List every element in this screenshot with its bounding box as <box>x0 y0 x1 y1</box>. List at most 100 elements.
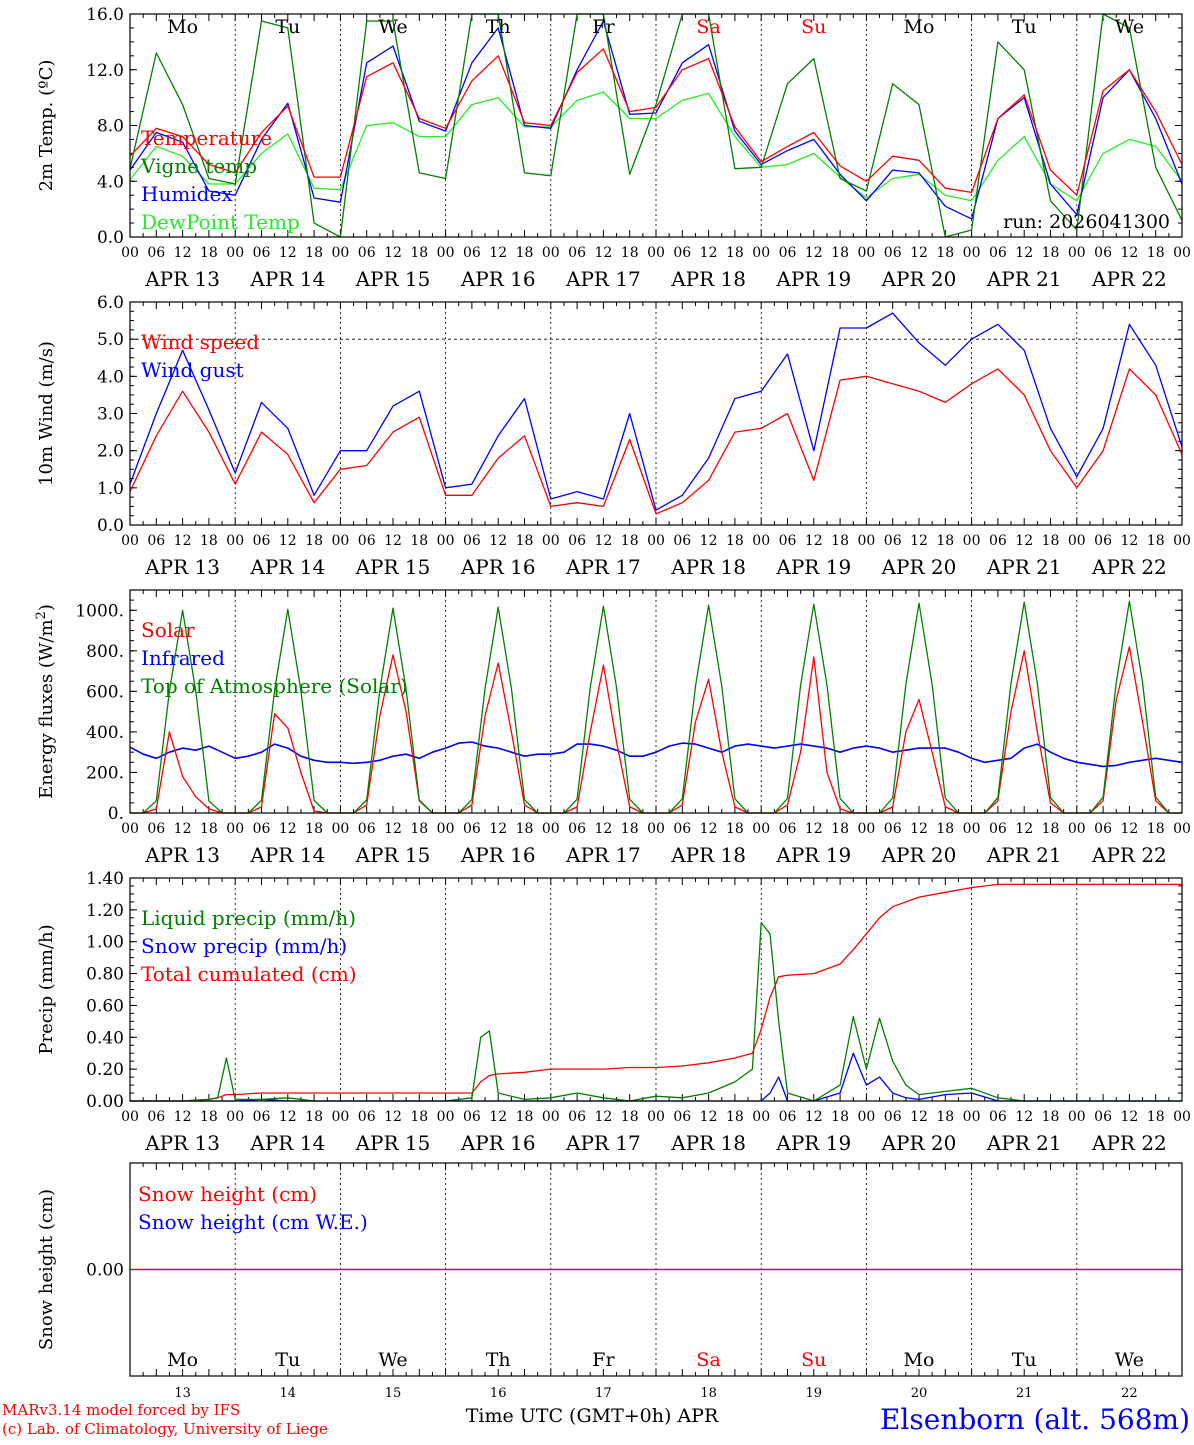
hour-tick-label: 06 <box>989 821 1007 837</box>
chart-panel-wind: 0.0 1.0 2.0 3.0 4.0 5.0 6.0 Wind speed Wind gust… <box>36 293 1191 579</box>
y-tick-label: 0.40 <box>86 1028 124 1048</box>
date-label: APR 15 <box>355 843 431 867</box>
day-number-label: 20 <box>911 1386 928 1401</box>
hour-tick-label: 12 <box>594 245 612 261</box>
hour-tick-label: 12 <box>594 533 612 549</box>
date-label: APR 13 <box>144 843 220 867</box>
hour-tick-label: 12 <box>384 821 402 837</box>
hour-tick-label: 18 <box>726 533 744 549</box>
date-label: APR 22 <box>1091 555 1167 579</box>
hour-tick-label: 06 <box>779 245 797 261</box>
y-axis-label: Energy fluxes (W/m2) <box>34 604 57 799</box>
legend-entry: Vigne temp <box>140 154 257 178</box>
date-label: APR 19 <box>775 555 851 579</box>
hour-tick-label: 12 <box>910 533 928 549</box>
hour-tick-label: 18 <box>516 533 534 549</box>
hour-tick-label: 06 <box>358 533 376 549</box>
run-label: run: 2026041300 <box>1003 211 1170 233</box>
hour-tick-label: 06 <box>884 245 902 261</box>
hour-tick-label: 00 <box>1173 245 1191 261</box>
series-line-total-cumulated-cm- <box>130 883 1182 1102</box>
hour-tick-label: 18 <box>936 245 954 261</box>
y-tick-label: 0. <box>108 804 124 824</box>
hour-tick-label: 18 <box>200 1109 218 1125</box>
plot-frame <box>129 1162 1183 1377</box>
y-tick-label: 400. <box>86 723 124 743</box>
y-tick-label: 1.0 <box>97 479 124 499</box>
y-tick-label: 5.0 <box>97 330 124 350</box>
date-label: APR 16 <box>460 267 536 291</box>
weekday-label: Fr <box>592 16 615 38</box>
date-label: APR 22 <box>1091 1131 1167 1155</box>
hour-tick-label: 12 <box>279 245 297 261</box>
date-label: APR 20 <box>881 1131 957 1155</box>
hour-tick-label: 06 <box>358 821 376 837</box>
hour-tick-label: 12 <box>1015 821 1033 837</box>
date-label: APR 14 <box>249 555 325 579</box>
date-label: APR 15 <box>355 267 431 291</box>
weekday-label: Su <box>801 1349 826 1371</box>
hour-tick-label: 00 <box>1068 821 1086 837</box>
hour-tick-label: 12 <box>700 245 718 261</box>
hour-tick-label: 18 <box>1042 1109 1060 1125</box>
legend-entry: Liquid precip (mm/h) <box>141 906 356 930</box>
station-name: Elsenborn (alt. 568m) <box>880 1403 1190 1436</box>
hour-tick-label: 00 <box>857 821 875 837</box>
hour-tick-label: 18 <box>410 1109 428 1125</box>
day-number-label: 22 <box>1121 1386 1138 1401</box>
hour-tick-label: 00 <box>857 1109 875 1125</box>
hour-tick-label: 18 <box>305 1109 323 1125</box>
y-tick-label: 3.0 <box>97 405 124 425</box>
hour-tick-label: 12 <box>279 1109 297 1125</box>
y-tick-label: 600. <box>86 682 124 702</box>
y-tick-label: 4.0 <box>97 172 124 192</box>
hour-tick-label: 06 <box>463 245 481 261</box>
weekday-label: Tu <box>275 16 300 38</box>
hour-tick-label: 18 <box>1042 821 1060 837</box>
hour-tick-label: 06 <box>884 821 902 837</box>
hour-tick-label: 12 <box>174 245 192 261</box>
hour-tick-label: 18 <box>936 821 954 837</box>
hour-tick-label: 06 <box>1094 245 1112 261</box>
hour-tick-label: 18 <box>1147 821 1165 837</box>
day-number-label: 15 <box>385 1386 402 1401</box>
weekday-label: We <box>1115 1349 1144 1371</box>
hour-tick-label: 00 <box>331 533 349 549</box>
day-number-label: 19 <box>806 1386 823 1401</box>
date-label: APR 20 <box>881 555 957 579</box>
hour-tick-label: 18 <box>516 245 534 261</box>
y-tick-label: 0.0 <box>97 516 124 536</box>
hour-tick-label: 12 <box>805 1109 823 1125</box>
hour-tick-label: 06 <box>673 533 691 549</box>
hour-tick-label: 12 <box>489 533 507 549</box>
hour-tick-label: 12 <box>384 245 402 261</box>
hour-tick-label: 12 <box>489 245 507 261</box>
y-tick-label: 200. <box>86 763 124 783</box>
date-label: APR 13 <box>144 1131 220 1155</box>
legend-entry: Infrared <box>141 646 225 670</box>
date-label: APR 15 <box>355 555 431 579</box>
y-tick-label: 2.0 <box>97 442 124 462</box>
hour-tick-label: 00 <box>857 245 875 261</box>
weekday-label: Tu <box>1012 1349 1037 1371</box>
hour-tick-label: 06 <box>358 1109 376 1125</box>
hour-tick-label: 18 <box>621 245 639 261</box>
date-label: APR 20 <box>881 267 957 291</box>
y-axis-label-end: ) <box>36 604 57 611</box>
plot-frame <box>129 589 1183 814</box>
hour-tick-label: 00 <box>963 1109 981 1125</box>
y-tick-label: 4.0 <box>97 367 124 387</box>
hour-tick-label: 12 <box>1120 821 1138 837</box>
hour-tick-label: 12 <box>1120 533 1138 549</box>
hour-tick-label: 18 <box>200 821 218 837</box>
hour-tick-label: 00 <box>331 1109 349 1125</box>
hour-tick-label: 06 <box>253 821 271 837</box>
hour-tick-label: 06 <box>568 533 586 549</box>
hour-tick-label: 18 <box>1042 245 1060 261</box>
series-line-wind-speed <box>129 368 1183 515</box>
legend-entry: Snow height (cm W.E.) <box>138 1210 368 1234</box>
hour-tick-label: 18 <box>200 245 218 261</box>
hour-tick-label: 06 <box>147 1109 165 1125</box>
hour-tick-label: 06 <box>568 1109 586 1125</box>
hour-tick-label: 00 <box>963 245 981 261</box>
